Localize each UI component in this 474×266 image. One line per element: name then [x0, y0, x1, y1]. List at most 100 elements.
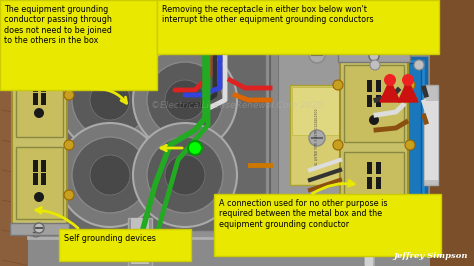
- Bar: [292, 87, 344, 135]
- Bar: [41, 93, 46, 105]
- Circle shape: [370, 60, 380, 70]
- Circle shape: [414, 201, 424, 211]
- Bar: [344, 152, 404, 229]
- Circle shape: [402, 74, 414, 86]
- Text: The equipment grounding
conductor passing through
does not need to be joined
to : The equipment grounding conductor passin…: [4, 5, 112, 45]
- Circle shape: [90, 155, 130, 195]
- Bar: [363, 218, 375, 266]
- Bar: [424, 85, 438, 185]
- Bar: [33, 80, 38, 92]
- Circle shape: [133, 123, 237, 227]
- Bar: [278, 42, 358, 232]
- Circle shape: [384, 74, 396, 86]
- Circle shape: [58, 123, 162, 227]
- Polygon shape: [398, 80, 418, 102]
- Circle shape: [369, 198, 379, 208]
- Circle shape: [34, 51, 44, 61]
- FancyBboxPatch shape: [59, 229, 191, 261]
- Bar: [131, 218, 149, 264]
- Circle shape: [90, 80, 130, 120]
- Circle shape: [72, 62, 148, 138]
- Circle shape: [34, 223, 44, 233]
- Polygon shape: [380, 80, 400, 102]
- Text: A connection used for no other purpose is
required between the metal box and the: A connection used for no other purpose i…: [219, 199, 388, 229]
- Circle shape: [309, 47, 325, 63]
- Bar: [16, 147, 63, 219]
- Bar: [41, 173, 46, 185]
- Circle shape: [369, 115, 379, 125]
- Bar: [41, 80, 46, 92]
- Bar: [35, 35, 266, 231]
- Circle shape: [414, 60, 424, 70]
- Circle shape: [369, 51, 379, 61]
- Bar: [338, 50, 410, 62]
- Circle shape: [370, 201, 380, 211]
- Circle shape: [265, 227, 275, 237]
- Circle shape: [165, 155, 205, 195]
- Bar: [376, 177, 381, 189]
- Bar: [33, 173, 38, 185]
- Circle shape: [64, 90, 74, 100]
- Text: Self grounding devices: Self grounding devices: [64, 234, 156, 243]
- Circle shape: [275, 39, 285, 49]
- Bar: [376, 80, 381, 92]
- Bar: [10, 50, 69, 62]
- Circle shape: [405, 195, 415, 205]
- Bar: [367, 162, 372, 174]
- Circle shape: [72, 137, 148, 213]
- Circle shape: [349, 223, 359, 233]
- Bar: [28, 0, 430, 266]
- Bar: [12, 55, 67, 230]
- Circle shape: [309, 130, 325, 146]
- Text: ©ElectricalLicenseRenewal.Com 2020: ©ElectricalLicenseRenewal.Com 2020: [151, 101, 323, 110]
- Circle shape: [64, 190, 74, 200]
- Circle shape: [309, 210, 325, 226]
- Bar: [41, 160, 46, 172]
- Circle shape: [147, 137, 223, 213]
- Bar: [367, 95, 372, 107]
- Circle shape: [58, 48, 162, 152]
- Bar: [376, 162, 381, 174]
- Circle shape: [31, 227, 41, 237]
- Circle shape: [265, 31, 275, 41]
- Bar: [28, 28, 273, 238]
- Bar: [368, 58, 426, 213]
- Bar: [367, 80, 372, 92]
- Bar: [376, 95, 381, 107]
- Circle shape: [165, 80, 205, 120]
- Circle shape: [405, 140, 415, 150]
- Bar: [270, 35, 365, 240]
- Bar: [344, 65, 404, 142]
- Bar: [373, 63, 421, 208]
- Circle shape: [369, 233, 379, 243]
- Bar: [365, 220, 373, 266]
- Circle shape: [275, 223, 285, 233]
- Circle shape: [405, 80, 415, 90]
- Circle shape: [333, 195, 343, 205]
- Bar: [340, 55, 408, 240]
- FancyBboxPatch shape: [0, 0, 157, 90]
- Circle shape: [333, 140, 343, 150]
- Bar: [33, 160, 38, 172]
- Bar: [0, 0, 28, 266]
- Bar: [424, 100, 438, 180]
- Bar: [290, 85, 346, 185]
- Bar: [430, 0, 474, 266]
- Bar: [33, 93, 38, 105]
- Circle shape: [34, 108, 44, 118]
- Bar: [128, 218, 152, 266]
- Circle shape: [333, 80, 343, 90]
- Bar: [338, 233, 410, 245]
- Circle shape: [64, 140, 74, 150]
- Bar: [16, 65, 63, 137]
- Text: UL LISTED TYPE X ASTM C1234/L1500: UL LISTED TYPE X ASTM C1234/L1500: [315, 109, 319, 165]
- Bar: [10, 223, 69, 235]
- Text: Jeffrey Simpson: Jeffrey Simpson: [393, 252, 468, 260]
- Circle shape: [349, 39, 359, 49]
- Circle shape: [188, 141, 202, 155]
- Circle shape: [133, 48, 237, 152]
- FancyBboxPatch shape: [157, 0, 439, 54]
- Text: Removing the receptacle in either box below won't
interrupt the other equipment : Removing the receptacle in either box be…: [162, 5, 374, 24]
- Circle shape: [34, 192, 44, 202]
- Circle shape: [31, 31, 41, 41]
